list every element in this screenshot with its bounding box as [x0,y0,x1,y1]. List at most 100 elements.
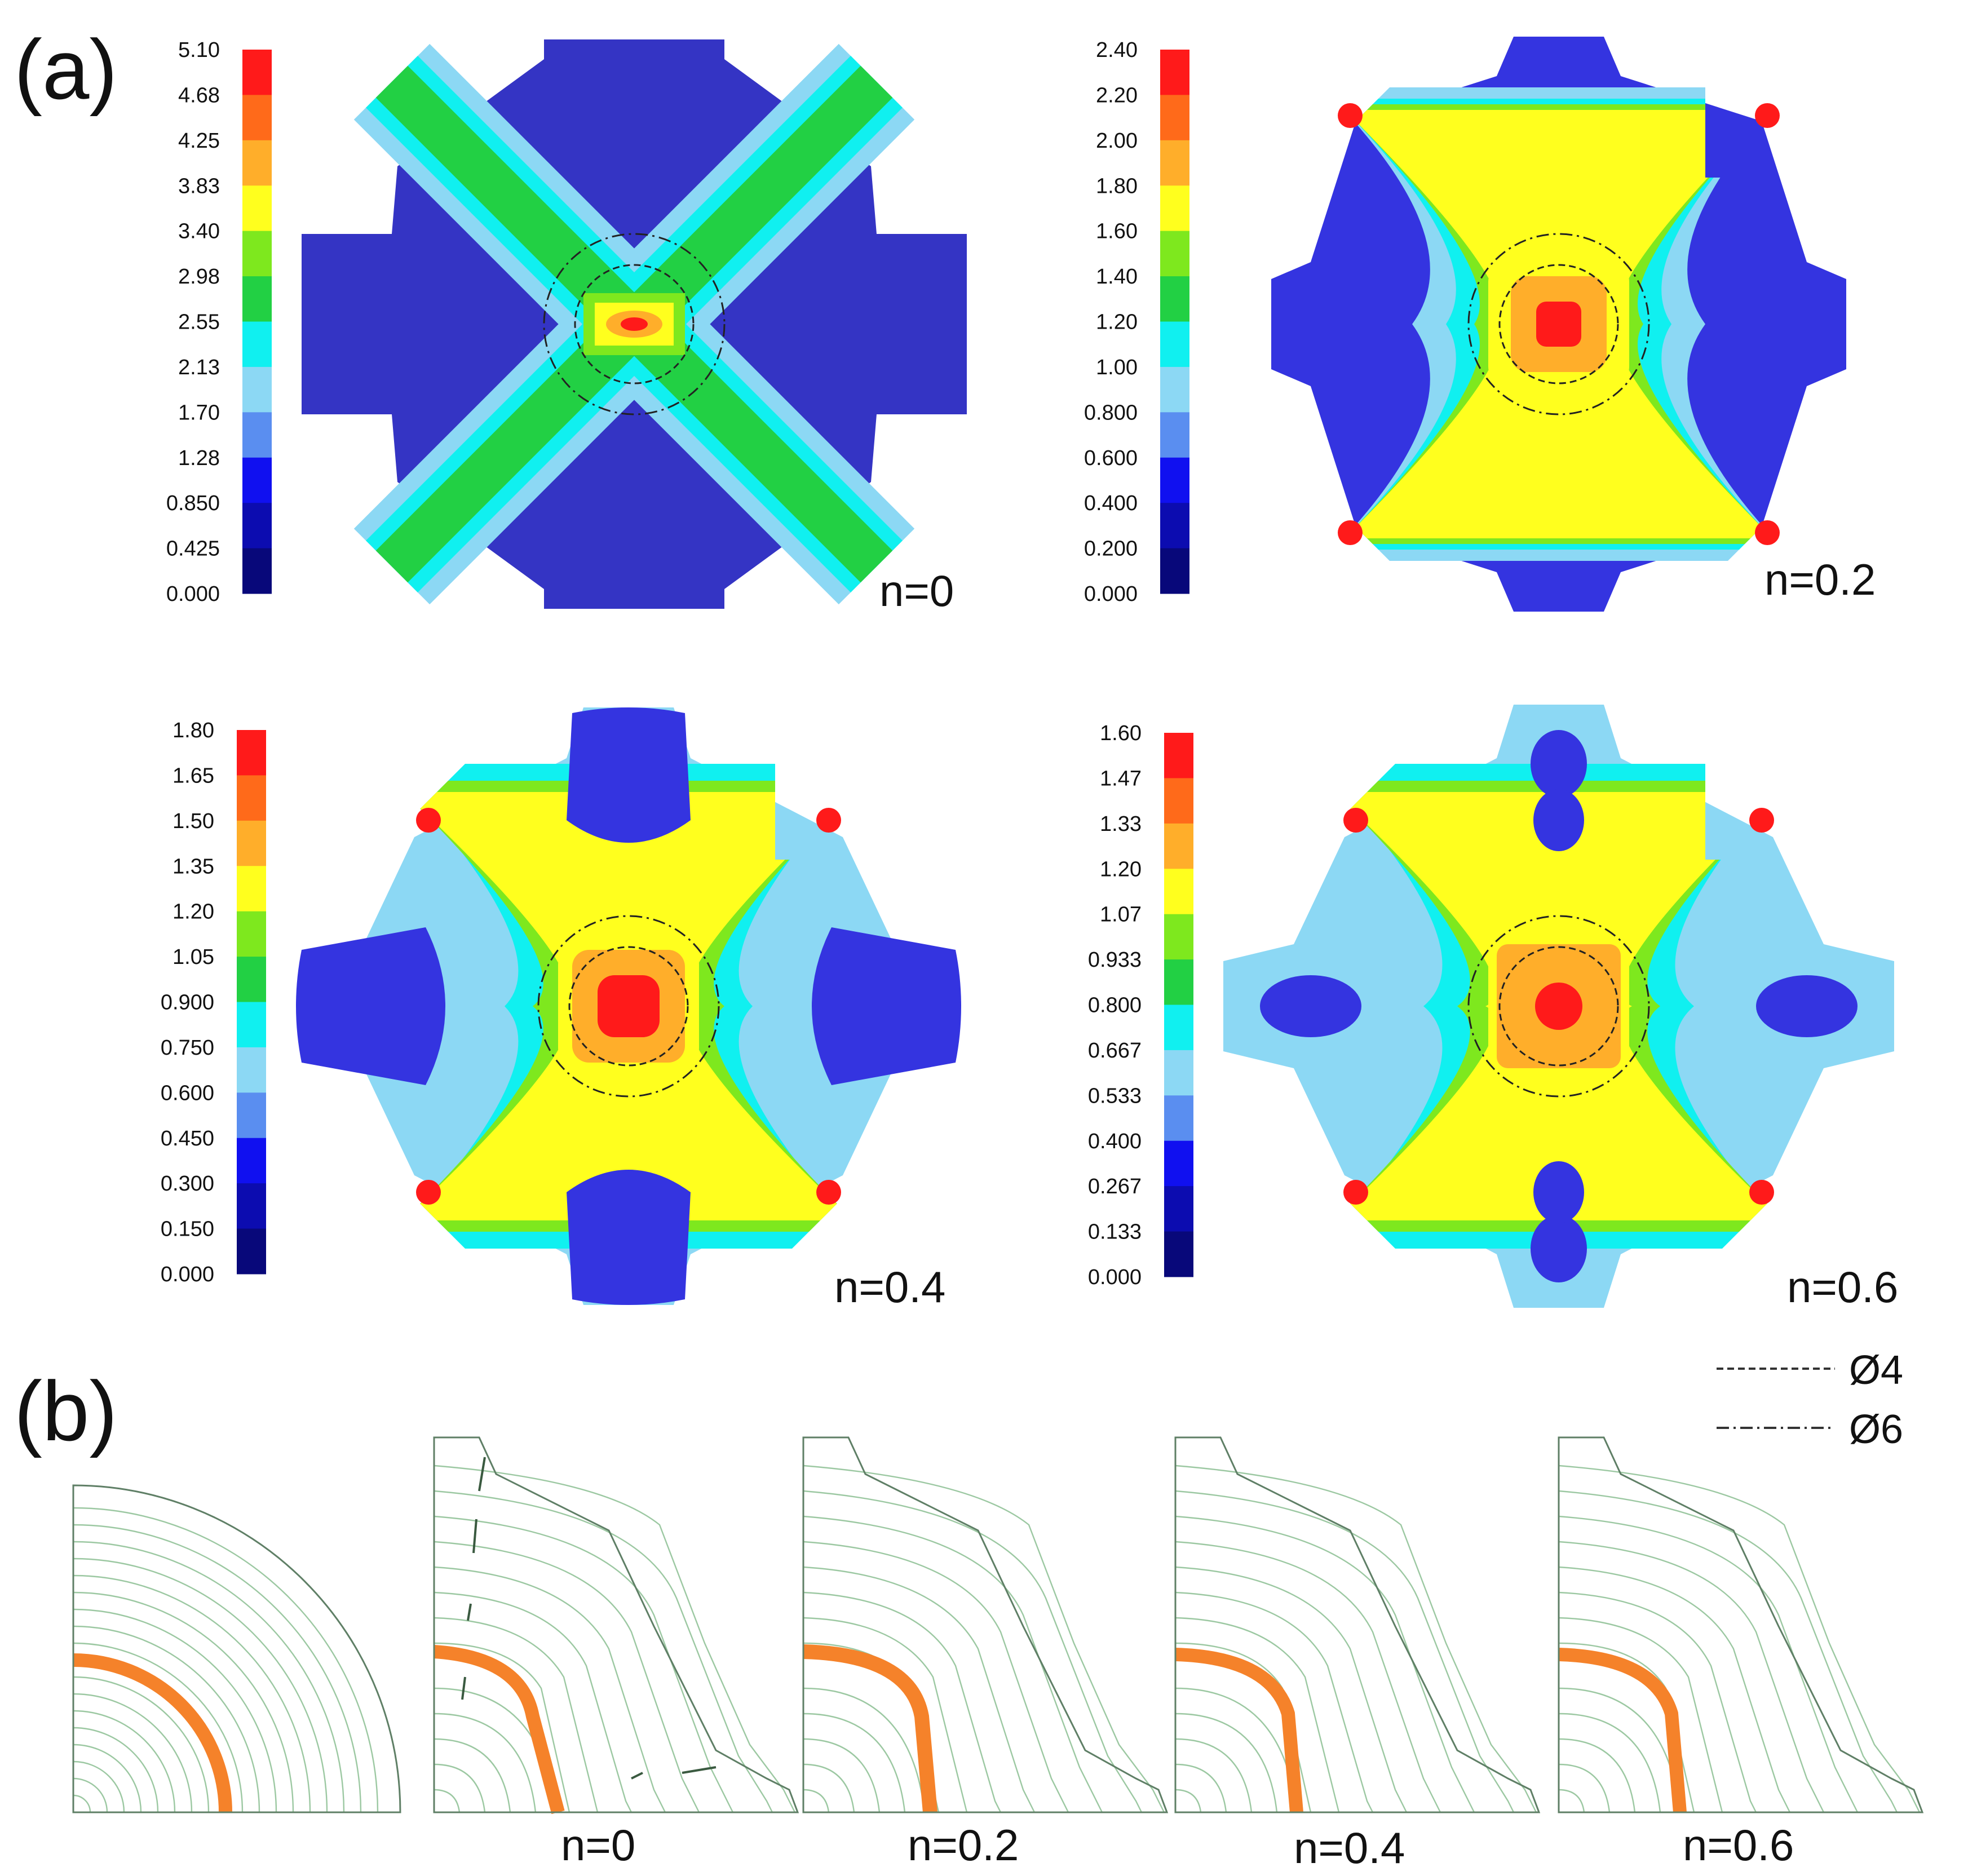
scale-band [237,911,266,957]
scale-band [242,503,272,549]
scale-tick-label: 0.450 [161,1127,214,1151]
scale-tick-label: 0.400 [1088,1130,1142,1153]
scale-tick-label: 1.20 [1100,857,1142,881]
color-scale-n04: 1.80 1.65 1.50 1.35 1.20 1.05 0.900 0.750 0.600 0… [161,719,266,1286]
scale-tick-label: 1.20 [173,900,214,924]
contour-plot-n02 [1271,37,1846,612]
scale-tick-label: 1.28 [178,446,220,470]
scale-tick-label: 0.850 [166,492,220,515]
scale-tick-label: 4.68 [178,83,220,107]
scale-band [1160,185,1189,232]
cross-section-n02 [802,1436,1169,1813]
scale-tick-label: 0.533 [1088,1084,1142,1108]
scale-tick-label: 2.40 [1096,38,1138,62]
scale-tick-label: 0.000 [166,582,220,606]
scale-band [237,1138,266,1184]
scale-band [1164,1140,1193,1187]
scale-tick-label: 3.40 [178,220,220,244]
scale-band [242,95,272,141]
scale-band [237,866,266,912]
scale-tick-label: 1.80 [1096,174,1138,198]
scale-band [242,50,272,95]
scale-tick-label: 2.20 [1096,83,1138,107]
scale-band [242,231,272,277]
scale-tick-label: 5.10 [178,38,220,62]
scale-tick-label: 0.000 [1088,1266,1142,1289]
scale-tick-label: 3.83 [178,174,220,198]
scale-band [1160,366,1189,413]
scale-band [1164,733,1193,778]
scale-band [237,1092,266,1139]
scale-band [1164,1050,1193,1096]
scale-tick-label: 0.400 [1084,492,1138,515]
caption-n02: n=0.2 [1764,555,1876,604]
scale-tick-label: 1.00 [1096,356,1138,379]
scale-band [237,1183,266,1229]
scale-band [1160,548,1189,594]
scale-band [1160,503,1189,549]
scale-band [1164,1186,1193,1232]
scale-band [242,412,272,458]
scale-tick-label: 2.98 [178,265,220,289]
contour-plot-n0 [302,39,967,609]
scale-tick-label: 0.750 [161,1036,214,1060]
scale-tick-label: 0.000 [1084,582,1138,606]
legend-dashdot-label: Ø6 [1849,1407,1903,1452]
scale-band [1164,869,1193,915]
scale-tick-label: 0.800 [1084,401,1138,424]
scale-band [1160,95,1189,141]
scale-tick-label: 0.150 [161,1218,214,1241]
scale-tick-label: 1.05 [173,945,214,969]
scale-tick-label: 0.300 [161,1172,214,1196]
scale-tick-label: 1.60 [1100,722,1142,745]
color-scale-n06: 1.60 1.47 1.33 1.20 1.07 0.933 0.800 0.667 0.533… [1088,722,1193,1289]
scale-tick-label: 1.80 [173,719,214,742]
scale-tick-label: 4.25 [178,129,220,153]
caption-n06: n=0.6 [1787,1262,1898,1312]
scale-tick-label: 1.07 [1100,903,1142,927]
section-caption-n02: n=0.2 [908,1820,1019,1870]
section-caption-n06: n=0.6 [1683,1820,1794,1870]
cross-section-n0 [433,1436,799,1815]
scale-tick-label: 0.900 [161,991,214,1015]
scale-band [237,1047,266,1093]
scale-band [242,140,272,186]
contour-plot-n04 [296,707,961,1305]
scale-tick-label: 1.50 [173,809,214,833]
scale-tick-label: 1.60 [1096,220,1138,244]
color-scale-n02: 2.40 2.20 2.00 1.80 1.60 1.40 1.20 1.00 0.800 0.6… [1084,38,1189,606]
section-caption-n04: n=0.4 [1294,1823,1405,1873]
scale-band [242,366,272,413]
scale-band [1160,457,1189,503]
scale-tick-label: 0.267 [1088,1175,1142,1198]
scale-band [242,321,272,368]
legend-dashed-label: Ø4 [1849,1348,1903,1393]
scale-tick-label: 0.200 [1084,537,1138,561]
scale-band [1164,959,1193,1005]
scale-band [237,957,266,1002]
scale-band [1160,50,1189,95]
scale-band [242,457,272,503]
scale-tick-label: 0.667 [1088,1039,1142,1063]
scale-tick-label: 1.40 [1096,265,1138,289]
scale-band [237,820,266,866]
scale-band [1164,1005,1193,1051]
cross-section-n06 [1558,1436,1924,1813]
scale-tick-label: 1.70 [178,401,220,424]
cross-section-initial [72,1484,406,1813]
scale-band [242,185,272,232]
scale-tick-label: 0.600 [161,1081,214,1105]
scale-tick-label: 2.00 [1096,129,1138,153]
caption-n0: n=0 [879,566,954,616]
scale-band [1160,412,1189,458]
scale-tick-label: 0.933 [1088,948,1142,972]
scale-band [1164,778,1193,824]
scale-tick-label: 1.65 [173,764,214,787]
scale-band [237,775,266,821]
scale-band [1160,140,1189,186]
scale-band [237,730,266,776]
caption-n04: n=0.4 [834,1262,945,1312]
scale-band [1160,276,1189,322]
contour-plot-n06 [1223,705,1894,1308]
